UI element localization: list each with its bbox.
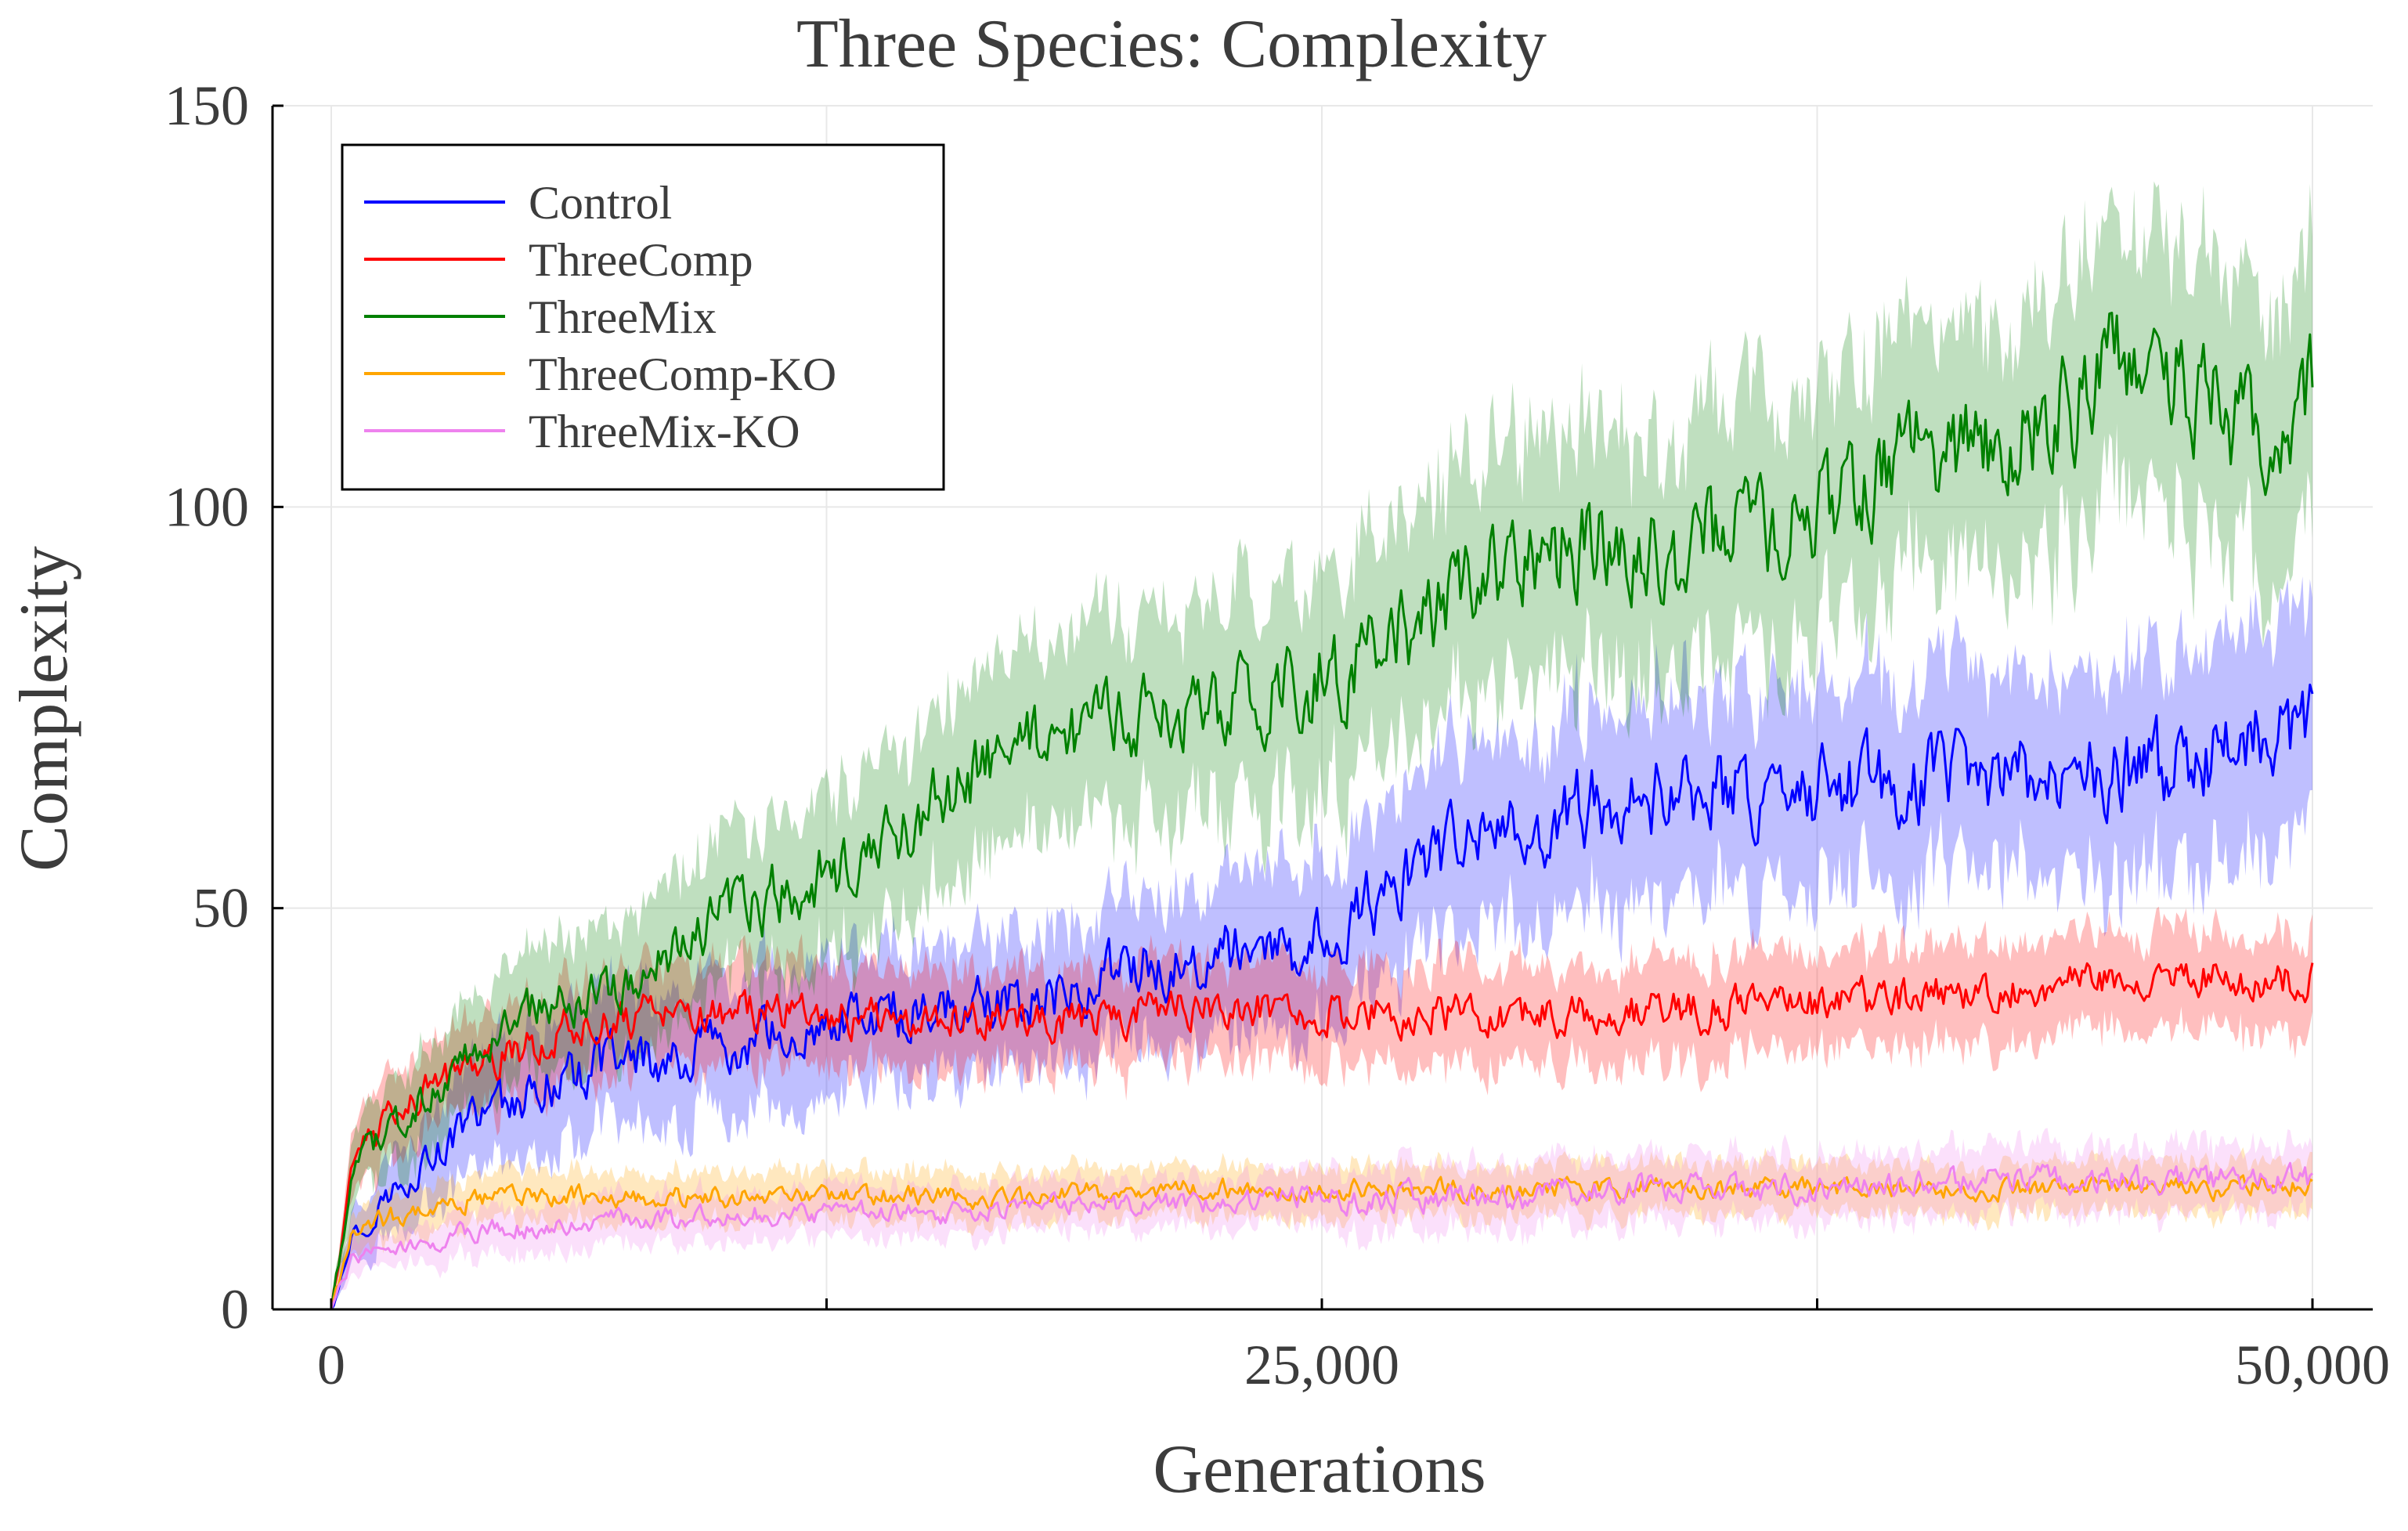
legend-label: ThreeMix-KO [529,406,800,457]
y-tick-label: 150 [164,74,249,137]
y-tick-label: 0 [221,1278,249,1341]
series-band-threemix [331,181,2312,1309]
series-line-threemix-ko [330,1161,2314,1310]
line-layer [330,312,2314,1310]
legend-label: ThreeComp [529,234,753,286]
series-band-threemix-ko [331,1128,2312,1309]
legend-label: ThreeComp-KO [529,348,836,400]
axis-layer: 0 25,000 50,000 0 50 100 150 [164,74,2390,1396]
y-tick-label: 50 [193,877,249,940]
x-tick-label: 50,000 [2235,1334,2390,1396]
x-axis-label: Generations [1153,1432,1486,1508]
x-tick-label: 0 [317,1334,345,1396]
series-line-control [330,683,2314,1310]
legend-label: ThreeMix [529,291,717,343]
series-line-threecomp [330,962,2314,1310]
legend-label: Control [529,177,672,229]
chart-title: Three Species: Complexity [796,6,1547,82]
y-axis-label: Complexity [6,546,82,872]
x-tick-label: 25,000 [1244,1334,1399,1396]
series-line-threemix [330,312,2314,1310]
series-line-threecomp-ko [330,1174,2313,1310]
y-tick-label: 100 [164,475,249,538]
